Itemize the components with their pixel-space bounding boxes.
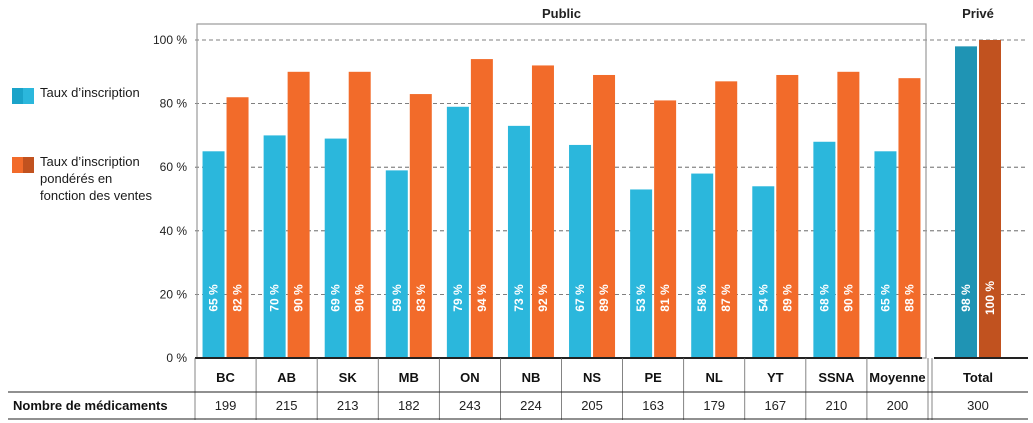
bar-value-label: 79 % [451,284,465,312]
bar-inscription [263,135,286,358]
row-value: 163 [642,398,664,413]
bar-weighted [470,59,493,358]
legend-swatch-part [12,157,23,173]
row-value: 213 [337,398,359,413]
legend-swatch-part [12,88,23,104]
row-value: 200 [887,398,909,413]
bar-value-label: 88 % [902,284,916,312]
bar-value-label: 100 % [983,281,997,315]
bar-value-label: 53 % [634,284,648,312]
legend-swatch-inscription [12,88,34,104]
category-label: SSNA [818,370,855,385]
bar-inscription [507,125,530,358]
category-label: AB [277,370,296,385]
bar-value-label: 68 % [817,284,831,312]
bar-inscription [630,189,653,358]
bar-value-label: 87 % [719,284,733,312]
category-label: BC [216,370,235,385]
bar-inscription [385,170,408,358]
bar-value-label: 67 % [573,284,587,312]
bar-weighted [531,65,554,358]
bar-inscription [324,138,347,358]
category-label: Moyenne [869,370,925,385]
y-tick-label: 100 % [153,33,187,47]
bar-inscription [691,173,714,358]
category-label: ON [460,370,480,385]
category-label: NB [522,370,541,385]
row-label: Nombre de médicaments [13,398,168,413]
bar-inscription [874,151,897,358]
y-tick-label: 20 % [160,287,188,301]
row-value: 215 [276,398,298,413]
row-value: 167 [764,398,786,413]
bar-value-label: 92 % [536,284,550,312]
row-value: 243 [459,398,481,413]
bar-weighted [837,71,860,359]
bar-inscription [569,144,592,358]
bar-weighted [776,74,799,358]
bar-inscription [202,151,225,358]
bar-value-label: 90 % [841,284,855,312]
bar-weighted [979,40,1001,358]
category-label: Total [963,370,993,385]
legend-swatch-weighted [12,157,34,173]
bar-value-label: 70 % [268,284,282,312]
row-value: 179 [703,398,725,413]
category-label: PE [644,370,662,385]
row-value: 300 [967,398,989,413]
row-value: 182 [398,398,420,413]
bar-value-label: 89 % [780,284,794,312]
bar-weighted [593,74,616,358]
category-label: NL [706,370,723,385]
bar-inscription [813,141,836,358]
row-value: 199 [215,398,237,413]
legend-swatch-part [23,157,34,173]
category-label: SK [339,370,358,385]
bar-value-label: 65 % [878,284,892,312]
bar-inscription [446,106,469,358]
bar-weighted [715,81,738,358]
bar-value-label: 89 % [597,284,611,312]
legend-swatch-part [23,88,34,104]
bar-value-label: 82 % [231,284,245,312]
bar-value-label: 59 % [390,284,404,312]
bar-value-label: 58 % [695,284,709,312]
bar-weighted [409,94,432,358]
bar-weighted [287,71,310,359]
bar-weighted [226,97,249,359]
y-tick-label: 0 % [166,351,187,365]
bar-value-label: 65 % [207,284,221,312]
bar-inscription [955,46,977,359]
bar-weighted [898,78,921,358]
y-tick-label: 80 % [160,97,188,111]
bar-value-label: 94 % [475,284,489,312]
bar-inscription [752,186,775,358]
row-value: 210 [826,398,848,413]
bar-value-label: 73 % [512,284,526,312]
public-group-label: Public [542,6,581,21]
y-tick-label: 40 % [160,224,188,238]
legend-label-inscription: Taux d’inscription [40,85,140,100]
category-label: NS [583,370,601,385]
legend-label-weighted: Taux d’inscription pondérés en fonction … [40,154,153,203]
category-label: MB [399,370,419,385]
y-tick-label: 60 % [160,160,188,174]
row-value: 205 [581,398,603,413]
bar-weighted [654,100,677,359]
row-value: 224 [520,398,542,413]
bar-weighted [348,71,371,359]
bar-value-label: 69 % [329,284,343,312]
category-label: YT [767,370,784,385]
bar-value-label: 90 % [353,284,367,312]
bar-value-label: 54 % [756,284,770,312]
bar-value-label: 98 % [959,284,973,312]
bar-value-label: 90 % [292,284,306,312]
bar-value-label: 83 % [414,284,428,312]
bar-value-label: 81 % [658,284,672,312]
private-group-label: Privé [962,6,994,21]
